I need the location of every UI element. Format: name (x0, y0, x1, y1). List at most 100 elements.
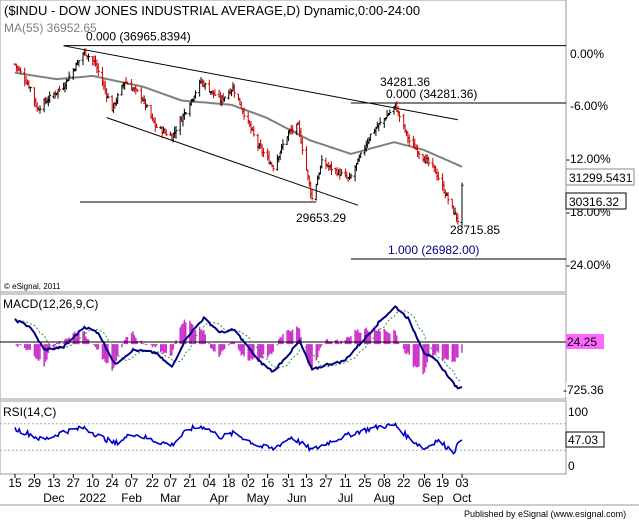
x-month-label: Apr (210, 491, 229, 505)
price-bar (427, 156, 431, 167)
price-bar (77, 60, 81, 67)
trend-line (63, 45, 458, 121)
price-bar (261, 148, 265, 157)
price-bar (207, 79, 211, 93)
price-annotations: 0.000 (36965.8394) 34281.360.000 (34281.3… (86, 30, 500, 257)
x-day-label: 24 (105, 476, 119, 490)
price-bar (359, 152, 363, 159)
price-bar (271, 164, 275, 172)
x-day-label: 27 (67, 476, 81, 490)
price-bars (13, 48, 464, 228)
x-day-label: 18 (222, 476, 236, 490)
x-day-label: 10 (86, 476, 100, 490)
price-bar (57, 85, 61, 93)
x-day-label: 25 (358, 476, 372, 490)
moving-average-layer (14, 71, 463, 168)
price-bar (164, 129, 168, 136)
price-bar (38, 105, 42, 114)
price-bar (300, 137, 304, 155)
price-bar (67, 71, 71, 81)
copyright-text: © eSignal, 2011 (4, 282, 61, 291)
y-tick-label: 0.00% (570, 47, 604, 61)
y-tick-label: -24.00% (566, 258, 611, 272)
price-bar (145, 103, 149, 109)
x-day-label: 03 (455, 476, 469, 490)
last-price-text: 30316.32 (569, 195, 619, 209)
price-annotation: 0.000 (36965.8394) (86, 30, 191, 44)
ma-indicator-label: MA(55) 36952.65 (4, 21, 97, 35)
price-bar (306, 170, 310, 181)
x-day-label: 22 (397, 476, 411, 490)
price-bar (456, 213, 460, 225)
x-day-label: 11 (339, 476, 352, 490)
x-month-label: Aug (374, 491, 395, 505)
macd-value-tag: -725.36 (563, 382, 612, 397)
rsi-y-tick-label: 100 (568, 405, 588, 419)
price-bar (460, 182, 464, 228)
chart-title: ($INDU - DOW JONES INDUSTRIAL AVERAGE,D)… (4, 3, 420, 18)
price-bar (310, 189, 314, 201)
price-bar (174, 126, 178, 139)
price-bar (125, 81, 129, 85)
price-bar (320, 155, 324, 169)
rsi-value-tag: 47.03 (565, 431, 605, 448)
x-day-label: 19 (436, 476, 450, 490)
price-bar (87, 53, 91, 62)
price-bar (155, 123, 159, 128)
last-price-box (565, 192, 627, 210)
x-day-label: 21 (183, 476, 197, 490)
moving-average-line (14, 71, 463, 168)
x-day-label: 16 (261, 476, 275, 490)
price-bar (446, 192, 450, 205)
x-day-label: 08 (378, 476, 392, 490)
x-month-label: Jun (287, 491, 306, 505)
price-bar (339, 169, 343, 176)
macd-line (14, 305, 463, 390)
price-annotation: 1.000 (26982.00) (388, 243, 479, 257)
x-day-label: 13 (300, 476, 314, 490)
ma-tag-text: 31299.5431 (569, 171, 633, 185)
price-bar (305, 146, 309, 171)
price-bar (349, 173, 353, 179)
trend-line (106, 117, 359, 206)
price-bar (203, 82, 207, 90)
footer-text: Published by eSignal (www.esignal.com) (464, 509, 626, 519)
macd-value-tag-text: -725.36 (563, 383, 604, 397)
price-bar (106, 93, 110, 99)
x-month-label: Feb (121, 491, 142, 505)
ma-value-tag: 31299.5431 (565, 168, 635, 186)
x-month-label: Jul (338, 491, 353, 505)
macd-zero-tag-text: 24.25 (567, 335, 597, 349)
x-day-label: 29 (28, 476, 42, 490)
price-bar (19, 67, 23, 75)
price-annotation: 28715.85 (450, 223, 500, 237)
price-bar (314, 183, 318, 201)
price-bar (378, 117, 382, 126)
x-day-label: 04 (203, 476, 217, 490)
price-bar (242, 107, 246, 120)
price-bar (193, 90, 197, 99)
price-bar (398, 112, 402, 122)
y-tick-label: -12.00% (566, 152, 611, 166)
price-bar (374, 126, 378, 137)
price-annotation: 0.000 (34281.36) (386, 87, 477, 101)
x-day-label: 07 (125, 476, 139, 490)
price-bar (223, 96, 227, 102)
x-day-label: 13 (47, 476, 61, 490)
price-bar (436, 171, 440, 181)
x-axis: 15 29 13 27 10 24 07 22 07 21 04 18 02 16 31 13 27 11 25 08… (8, 474, 472, 505)
price-bar (291, 125, 295, 135)
macd-zero-tag-box (566, 334, 604, 349)
price-reference-lines (63, 45, 566, 260)
price-bar (281, 139, 285, 151)
price-bar (368, 133, 372, 142)
price-bar (388, 109, 392, 115)
price-bar (295, 123, 299, 136)
price-panel-border (0, 0, 567, 293)
x-day-label: 15 (8, 476, 22, 490)
x-month-label: Mar (160, 491, 181, 505)
macd-zero-tag: 24.25 (566, 334, 604, 349)
x-month-label: Oct (453, 491, 472, 505)
y-tick-label: -6.00% (570, 99, 608, 113)
